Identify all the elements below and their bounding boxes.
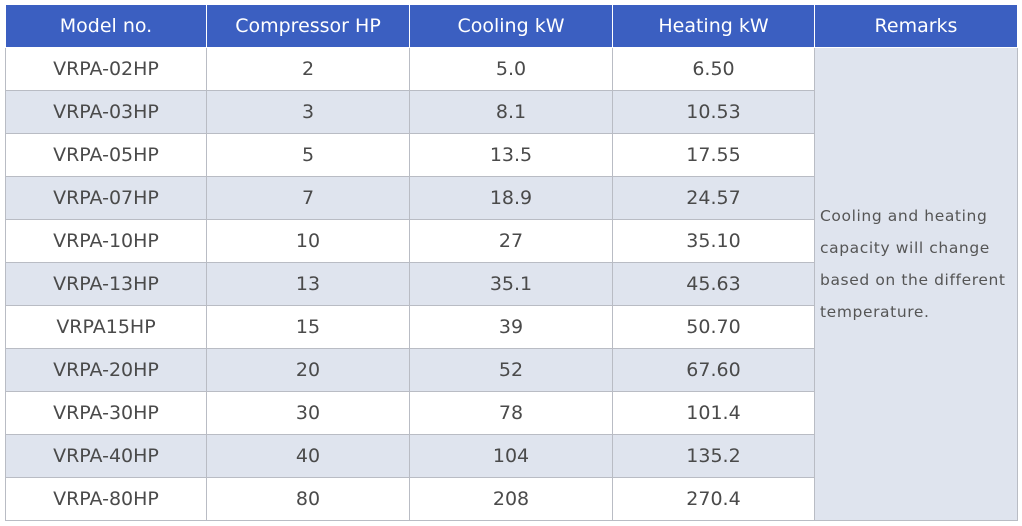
header-model: Model no. bbox=[5, 4, 207, 48]
model-cell: VRPA-03HP bbox=[5, 90, 207, 134]
table-row: VRPA-02HP 2 5.0 6.50 Cooling and heating… bbox=[5, 47, 1018, 521]
header-cooling-kw: Cooling kW bbox=[409, 4, 613, 48]
heating-kw-cell: 45.63 bbox=[612, 262, 815, 306]
compressor-hp-cell: 2 bbox=[206, 47, 410, 91]
cooling-kw-cell: 8.1 bbox=[409, 90, 613, 134]
cooling-kw-cell: 39 bbox=[409, 305, 613, 349]
header-heating-kw: Heating kW bbox=[612, 4, 815, 48]
heating-kw-cell: 50.70 bbox=[612, 305, 815, 349]
heating-kw-cell: 10.53 bbox=[612, 90, 815, 134]
table-row: VRPA-20HP 20 52 67.60 bbox=[5, 348, 1018, 392]
compressor-hp-cell: 5 bbox=[206, 133, 410, 177]
heating-kw-cell: 17.55 bbox=[612, 133, 815, 177]
heating-kw-cell: 270.4 bbox=[612, 477, 815, 521]
heating-kw-cell: 6.50 bbox=[612, 47, 815, 91]
model-cell: VRPA-30HP bbox=[5, 391, 207, 435]
cooling-kw-cell: 104 bbox=[409, 434, 613, 478]
remarks-line: based on the different bbox=[820, 271, 1006, 289]
table-row: VRPA15HP 15 39 50.70 bbox=[5, 305, 1018, 349]
heating-kw-cell: 35.10 bbox=[612, 219, 815, 263]
model-cell: VRPA-80HP bbox=[5, 477, 207, 521]
header-row: Model no. Compressor HP Cooling kW Heati… bbox=[5, 4, 1018, 48]
heating-kw-cell: 135.2 bbox=[612, 434, 815, 478]
table-row: VRPA-07HP 7 18.9 24.57 bbox=[5, 176, 1018, 220]
compressor-hp-cell: 7 bbox=[206, 176, 410, 220]
cooling-kw-cell: 18.9 bbox=[409, 176, 613, 220]
table-row: VRPA-80HP 80 208 270.4 bbox=[5, 477, 1018, 521]
compressor-hp-cell: 3 bbox=[206, 90, 410, 134]
spec-table: Model no. Compressor HP Cooling kW Heati… bbox=[5, 4, 1018, 521]
table-row: VRPA-03HP 3 8.1 10.53 bbox=[5, 90, 1018, 134]
heating-kw-cell: 101.4 bbox=[612, 391, 815, 435]
compressor-hp-cell: 40 bbox=[206, 434, 410, 478]
model-cell: VRPA-10HP bbox=[5, 219, 207, 263]
model-cell: VRPA-05HP bbox=[5, 133, 207, 177]
compressor-hp-cell: 13 bbox=[206, 262, 410, 306]
remarks-line: capacity will change bbox=[820, 239, 990, 257]
model-cell: VRPA-02HP bbox=[5, 47, 207, 91]
header-compressor-hp: Compressor HP bbox=[206, 4, 410, 48]
cooling-kw-cell: 27 bbox=[409, 219, 613, 263]
table-row: VRPA-13HP 13 35.1 45.63 bbox=[5, 262, 1018, 306]
header-remarks: Remarks bbox=[814, 4, 1018, 48]
cooling-kw-cell: 13.5 bbox=[409, 133, 613, 177]
cooling-kw-cell: 78 bbox=[409, 391, 613, 435]
model-cell: VRPA-20HP bbox=[5, 348, 207, 392]
compressor-hp-cell: 80 bbox=[206, 477, 410, 521]
model-cell: VRPA-40HP bbox=[5, 434, 207, 478]
remarks-line: Cooling and heating bbox=[820, 207, 988, 225]
heating-kw-cell: 24.57 bbox=[612, 176, 815, 220]
cooling-kw-cell: 5.0 bbox=[409, 47, 613, 91]
cooling-kw-cell: 52 bbox=[409, 348, 613, 392]
compressor-hp-cell: 30 bbox=[206, 391, 410, 435]
table-row: VRPA-05HP 5 13.5 17.55 bbox=[5, 133, 1018, 177]
remarks-cell: Cooling and heating capacity will change… bbox=[814, 47, 1018, 521]
cooling-kw-cell: 208 bbox=[409, 477, 613, 521]
table-row: VRPA-40HP 40 104 135.2 bbox=[5, 434, 1018, 478]
model-cell: VRPA-13HP bbox=[5, 262, 207, 306]
compressor-hp-cell: 10 bbox=[206, 219, 410, 263]
table-row: VRPA-10HP 10 27 35.10 bbox=[5, 219, 1018, 263]
compressor-hp-cell: 15 bbox=[206, 305, 410, 349]
heating-kw-cell: 67.60 bbox=[612, 348, 815, 392]
compressor-hp-cell: 20 bbox=[206, 348, 410, 392]
model-cell: VRPA-07HP bbox=[5, 176, 207, 220]
model-cell: VRPA15HP bbox=[5, 305, 207, 349]
remarks-line: temperature. bbox=[820, 303, 930, 321]
cooling-kw-cell: 35.1 bbox=[409, 262, 613, 306]
